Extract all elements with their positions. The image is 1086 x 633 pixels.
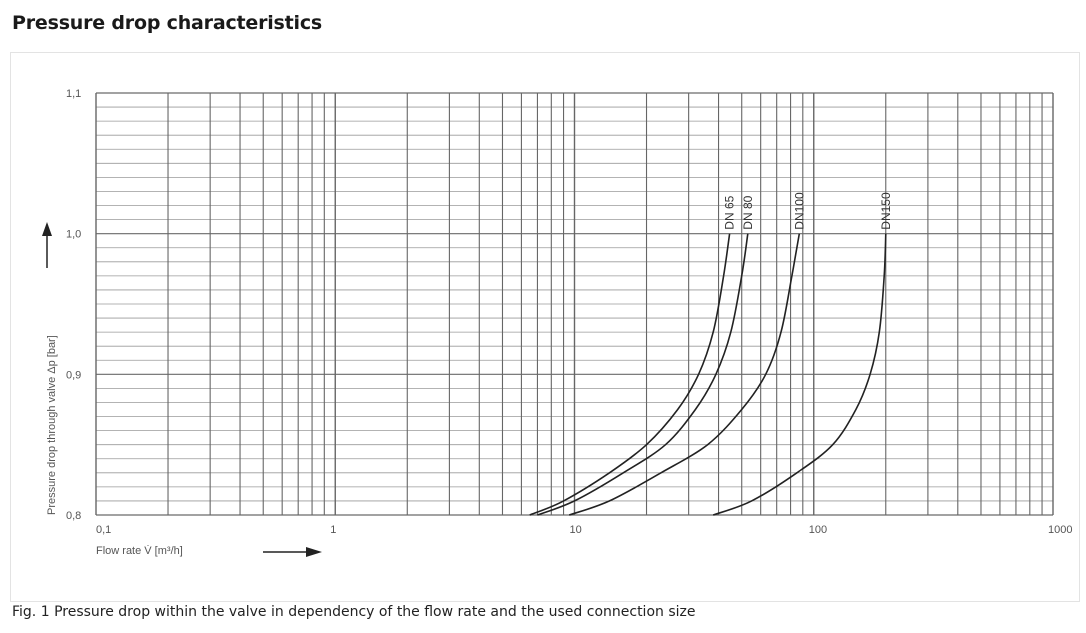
series-label: DN 80 [741,195,755,229]
series-label: DN100 [792,192,806,230]
x-tick-label: 10 [570,524,582,536]
y-tick-label: 0,8 [66,510,81,522]
series-line [529,233,731,516]
x-tick-label: 0,1 [96,524,111,536]
chart-ticks: 0,1 1 10 100 1000 0,8 0,9 1,0 1,1 [66,88,1072,536]
y-tick-label: 0,9 [66,369,81,381]
series-line [712,233,887,516]
x-axis-arrow-icon [306,547,322,557]
y-tick-label: 1,1 [66,88,81,100]
chart-grid [95,92,1054,516]
y-tick-label: 1,0 [66,229,81,241]
series-label: DN 65 [723,195,737,229]
x-axis-label: Flow rate V̇ [m³/h] [96,544,183,557]
figure-caption: Fig. 1 Pressure drop within the valve in… [12,604,696,620]
y-axis-arrow-icon [42,222,52,236]
x-tick-label: 1 [330,524,336,536]
page-title: Pressure drop characteristics [12,12,323,34]
y-axis-label: Pressure drop through valve Δp [bar] [46,335,58,515]
chart-series: DN 65 DN 80 DN100 DN150 [529,192,893,516]
series-label: DN150 [879,192,893,230]
x-tick-label: 100 [809,524,827,536]
chart-frame [10,52,1080,602]
series-line [537,233,749,516]
series-line [568,233,801,516]
x-tick-label: 1000 [1048,524,1072,536]
